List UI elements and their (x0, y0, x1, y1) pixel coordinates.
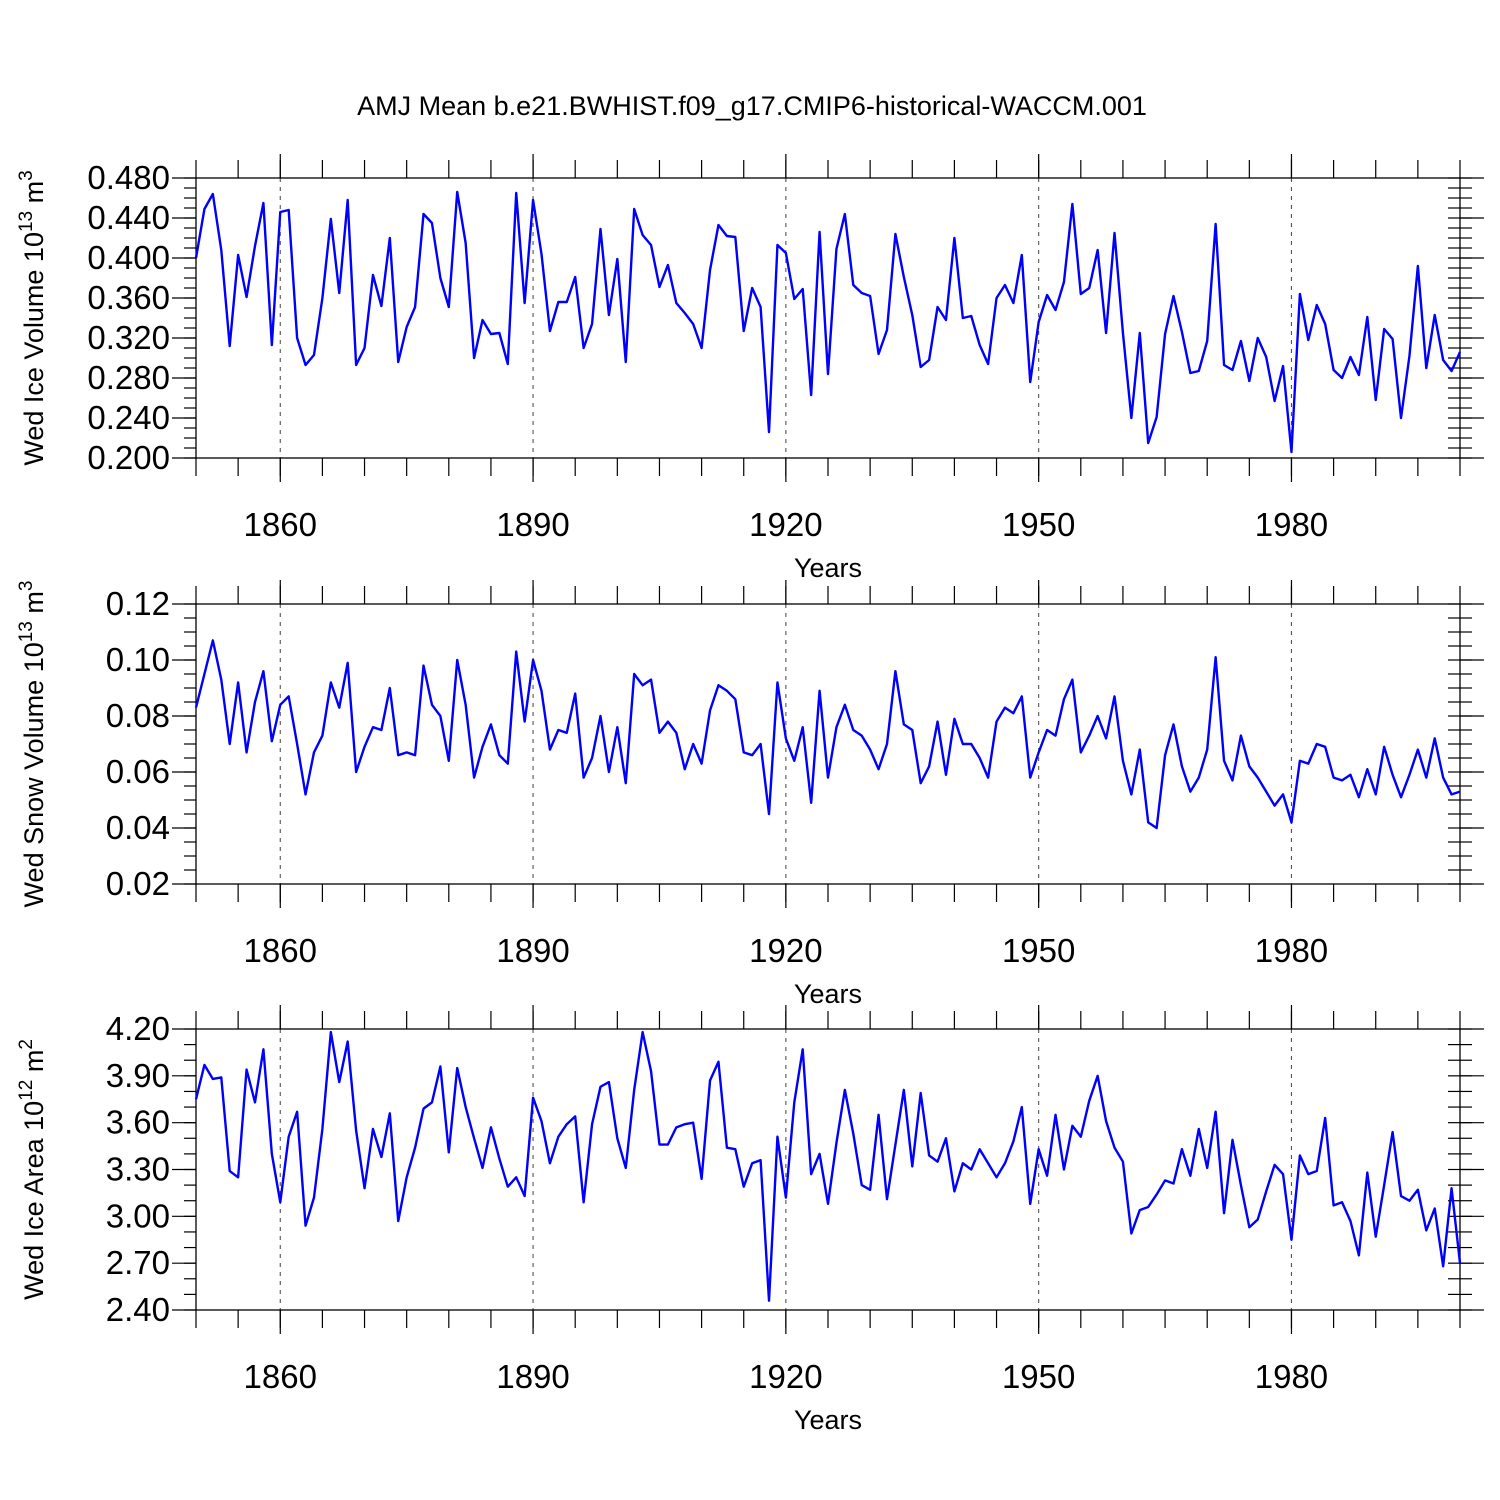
x-tick-label: 1860 (244, 932, 317, 969)
y-axis-label-unit: m (19, 591, 49, 621)
plot-frame (195, 177, 1461, 459)
series-line (194, 639, 1461, 830)
y-axis-label-exponent: 13 (16, 211, 37, 232)
x-tick-label: 1890 (496, 1358, 569, 1395)
y-axis-label-unit: m (19, 1050, 49, 1080)
y-tick-label: 0.02 (106, 865, 170, 902)
y-tick-label: 3.30 (106, 1151, 170, 1188)
y-axis-label-text: Wed Snow Volume 10 (19, 642, 49, 907)
y-tick-label: 0.280 (87, 359, 170, 396)
y-axis-label-text: Wed Ice Area 10 (19, 1101, 49, 1300)
x-tick-label: 1950 (1002, 1358, 1075, 1395)
y-tick-label: 3.00 (106, 1197, 170, 1234)
y-tick-label: 0.480 (87, 159, 170, 196)
y-axis-label: Wed Snow Volume 1013 m3 (16, 581, 49, 908)
y-tick-label: 0.360 (87, 279, 170, 316)
x-axis-label: Years (794, 979, 862, 1009)
x-tick-label: 1980 (1255, 932, 1328, 969)
chart-panel-3: 2.40 2.70 3.00 3.30 3.60 3.90 4.20 1860 1890 1920… (16, 1005, 1484, 1435)
plot-frame (195, 1028, 1461, 1311)
y-tick-label: 0.06 (106, 753, 170, 790)
plot-frame (195, 603, 1461, 885)
x-tick-label: 1920 (749, 932, 822, 969)
x-axis-label: Years (794, 1405, 862, 1435)
series-line (194, 1030, 1462, 1302)
x-axis-label: Years (794, 553, 862, 583)
chart-panel-2: 0.02 0.04 0.06 0.08 0.10 0.12 1860 1890 1920 1950… (16, 580, 1484, 1009)
y-tick-label: 0.400 (87, 239, 170, 276)
y-tick-label: 0.12 (106, 585, 170, 622)
y-tick-label: 3.60 (106, 1104, 170, 1141)
figure-title: AMJ Mean b.e21.BWHIST.f09_g17.CMIP6-hist… (357, 91, 1147, 121)
x-tick-label: 1950 (1002, 932, 1075, 969)
x-tick-label: 1920 (749, 1358, 822, 1395)
y-axis-label-unit: m (19, 181, 49, 211)
x-tick-label: 1980 (1255, 506, 1328, 543)
y-axis-label-exponent: 12 (16, 1080, 37, 1101)
y-tick-label: 2.40 (106, 1291, 170, 1328)
x-tick-label: 1920 (749, 506, 822, 543)
y-tick-label: 0.240 (87, 399, 170, 436)
y-axis-label-exponent: 13 (16, 621, 37, 642)
y-axis-label: Wed Ice Volume 1013 m3 (16, 170, 49, 465)
y-tick-label: 0.08 (106, 697, 170, 734)
x-tick-label: 1950 (1002, 506, 1075, 543)
y-axis-label-unit-exponent: 3 (16, 170, 37, 181)
y-tick-label: 0.04 (106, 809, 170, 846)
x-tick-label: 1860 (244, 506, 317, 543)
y-tick-label: 2.70 (106, 1244, 170, 1281)
series-line (194, 190, 1462, 454)
chart-panel-1: 0.2000.2400.2800.3200.3600.4000.4400.480… (16, 154, 1484, 583)
y-tick-label: 3.90 (106, 1057, 170, 1094)
y-axis-label-text: Wed Ice Volume 10 (19, 232, 49, 466)
y-tick-label: 0.440 (87, 199, 170, 236)
y-axis-label-unit-exponent: 2 (16, 1039, 37, 1050)
x-tick-label: 1890 (496, 932, 569, 969)
y-tick-label: 0.10 (106, 641, 170, 678)
y-tick-label: 0.320 (87, 319, 170, 356)
y-tick-label: 4.20 (106, 1010, 170, 1047)
x-tick-label: 1980 (1255, 1358, 1328, 1395)
x-tick-label: 1890 (496, 506, 569, 543)
y-tick-label: 0.200 (87, 439, 170, 476)
y-axis-label: Wed Ice Area 1012 m2 (16, 1039, 49, 1300)
y-axis-label-unit-exponent: 3 (16, 581, 37, 592)
x-tick-label: 1860 (244, 1358, 317, 1395)
